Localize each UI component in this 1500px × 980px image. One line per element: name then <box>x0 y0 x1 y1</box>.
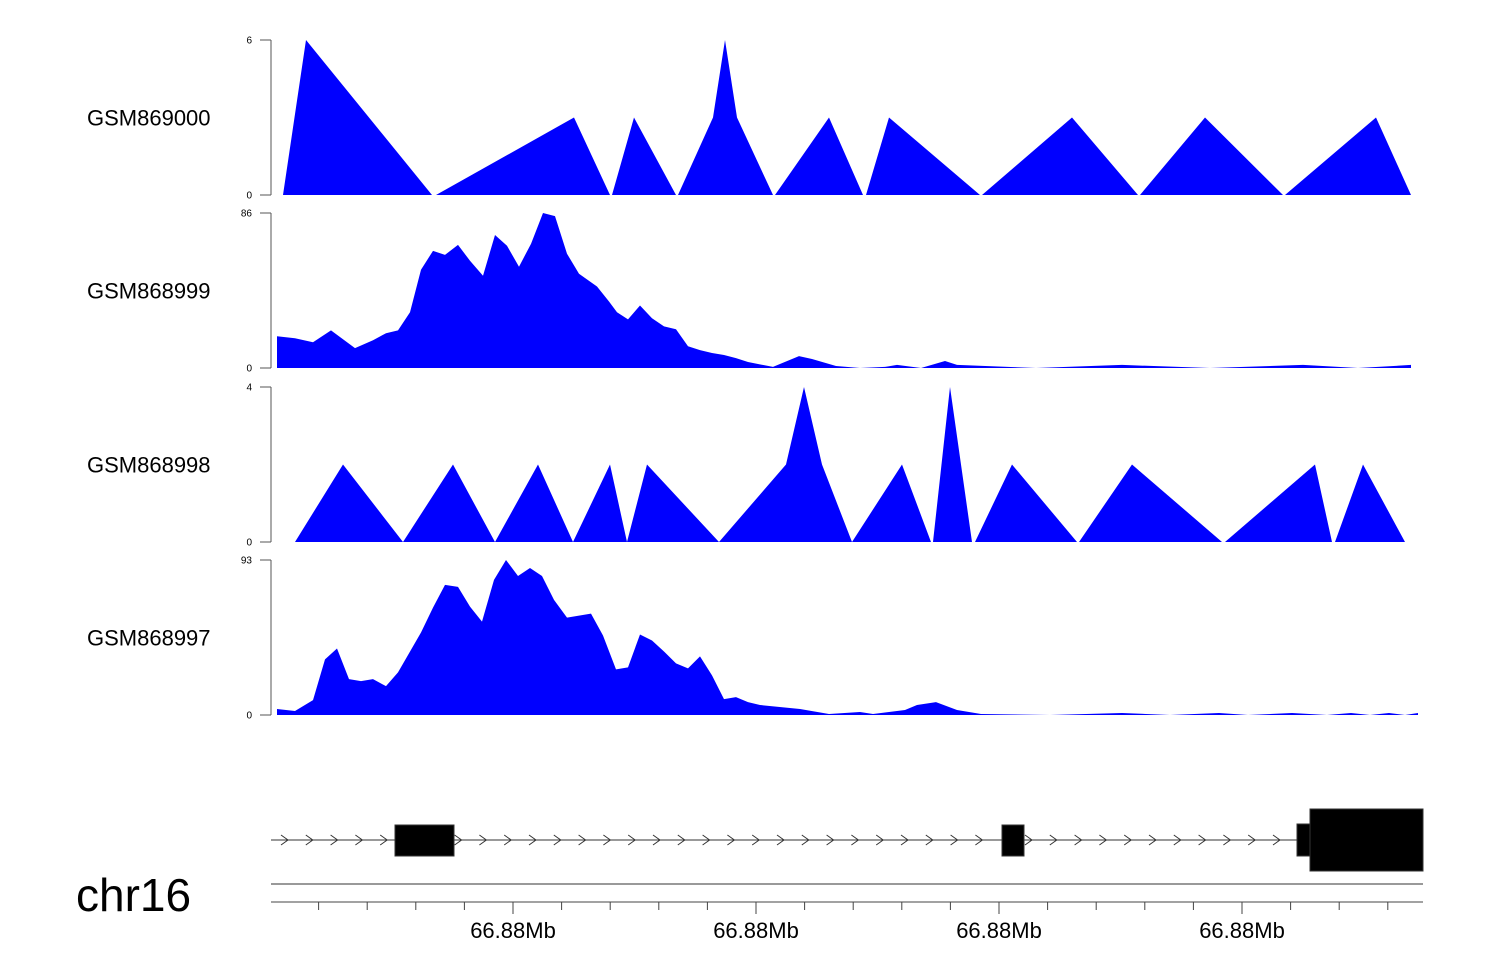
strand-arrow-icon <box>776 834 785 846</box>
y-tick-label-min: 0 <box>246 711 252 722</box>
coverage-area <box>283 40 1411 195</box>
strand-arrow-icon <box>1099 834 1108 846</box>
chromosome-label: chr16 <box>76 869 191 921</box>
strand-arrow-icon <box>553 834 562 846</box>
strand-arrow-icon <box>751 834 761 846</box>
x-tick-label: 66.88Mb <box>956 918 1042 943</box>
strand-arrow-icon <box>950 834 959 846</box>
strand-arrow-icon <box>652 834 661 846</box>
y-tick-label-max: 6 <box>246 36 252 47</box>
strand-arrow-icon <box>1148 834 1157 846</box>
strand-arrow-icon <box>1049 834 1058 846</box>
y-tick-label-max: 86 <box>241 209 253 220</box>
strand-arrow-icon <box>875 834 885 846</box>
x-tick-label: 66.88Mb <box>1199 918 1285 943</box>
strand-arrow-icon <box>1074 834 1083 846</box>
strand-arrow-icon <box>355 834 364 846</box>
strand-arrow-icon <box>801 834 810 846</box>
strand-arrow-icon <box>305 834 314 846</box>
exon-block <box>1001 824 1025 857</box>
strand-arrow-icon <box>925 834 934 846</box>
strand-arrow-icon <box>627 834 637 846</box>
strand-arrow-icon <box>975 834 984 846</box>
y-tick-label-max: 4 <box>246 383 252 394</box>
exon-block <box>394 824 455 857</box>
exon-block <box>1309 808 1424 872</box>
coverage-area <box>277 213 1411 368</box>
strand-arrow-icon <box>1123 834 1133 846</box>
strand-arrow-icon <box>1198 834 1207 846</box>
gene-model-track <box>271 808 1424 872</box>
strand-arrow-icon <box>900 834 909 846</box>
y-tick-label-min: 0 <box>246 538 252 549</box>
strand-arrow-icon <box>727 834 736 846</box>
y-tick-label-min: 0 <box>246 191 252 202</box>
track-GSM868998: GSM868998 4 0 <box>87 383 1405 549</box>
track-GSM868997: GSM868997 93 0 <box>87 556 1418 722</box>
strand-arrow-icon <box>1272 834 1281 846</box>
coverage-area <box>295 387 1405 542</box>
track-label: GSM868999 <box>87 279 211 304</box>
track-label: GSM868998 <box>87 453 211 478</box>
exon-block <box>1296 823 1311 857</box>
x-tick-label: 66.88Mb <box>713 918 799 943</box>
strand-arrow-icon <box>578 834 587 846</box>
strand-arrow-icon <box>677 834 686 846</box>
track-label: GSM868997 <box>87 626 211 651</box>
strand-arrow-icon <box>379 834 389 846</box>
x-tick-label: 66.88Mb <box>470 918 556 943</box>
strand-arrow-icon <box>479 834 488 846</box>
track-GSM869000: GSM869000 6 0 <box>87 36 1411 202</box>
strand-arrow-icon <box>1173 834 1182 846</box>
strand-arrow-icon <box>1247 834 1257 846</box>
track-label: GSM869000 <box>87 106 211 131</box>
strand-arrow-icon <box>1223 834 1232 846</box>
data-tracks: GSM86900060GSM868999860GSM86899840GSM868… <box>87 36 1418 722</box>
strand-arrow-icon <box>528 834 537 846</box>
strand-arrow-icon <box>330 834 339 846</box>
strand-arrow-icon <box>851 834 860 846</box>
strand-arrow-icon <box>280 834 289 846</box>
track-GSM868999: GSM868999 86 0 <box>87 209 1411 375</box>
y-tick-label-min: 0 <box>246 364 252 375</box>
strand-arrow-icon <box>702 834 711 846</box>
coverage-area <box>277 560 1418 715</box>
strand-arrow-icon <box>603 834 612 846</box>
y-tick-label-max: 93 <box>241 556 253 567</box>
strand-arrow-icon <box>454 834 463 846</box>
strand-arrow-icon <box>503 834 513 846</box>
strand-arrow-icon <box>826 834 835 846</box>
genome-axis: 66.88Mb 66.88Mb 66.88Mb 66.88Mb <box>271 883 1423 943</box>
strand-arrow-icon <box>1024 834 1033 846</box>
